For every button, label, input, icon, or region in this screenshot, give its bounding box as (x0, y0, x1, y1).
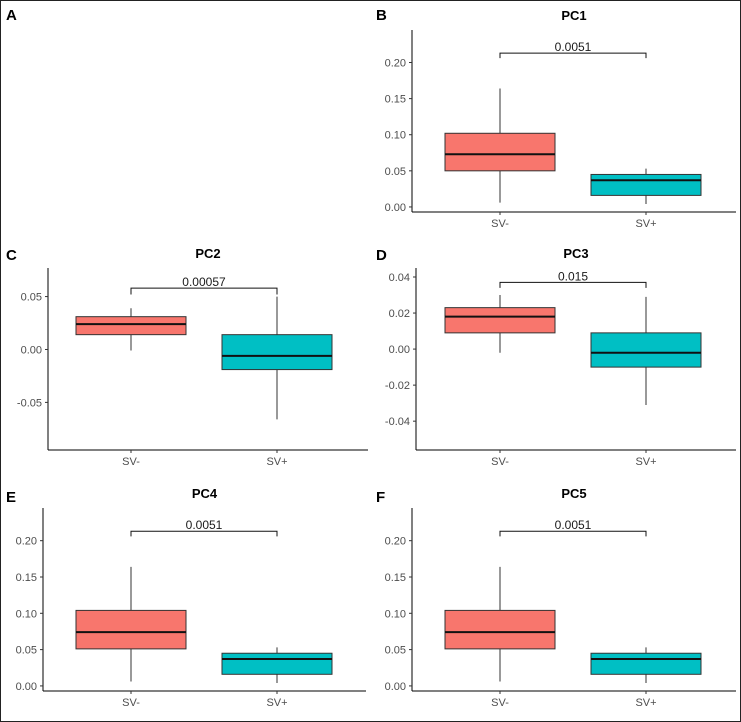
panel-b-xtick-label: SV- (491, 218, 509, 230)
panel-e-letter: E (6, 489, 16, 506)
panel-f-ytick-label: 0.10 (385, 608, 406, 620)
panel-b-xtick-label: SV+ (635, 218, 656, 230)
panel-d-xtick-label: SV- (491, 456, 509, 468)
panel-d-ytick-label: -0.04 (385, 416, 410, 428)
panel-e-xtick-label: SV- (122, 697, 140, 709)
panel-f-significance-bracket (499, 530, 647, 537)
panel-d-title: PC3 (563, 246, 588, 261)
panel-f-ytick-label: 0.00 (385, 681, 406, 693)
panel-e-ytick-label: 0.20 (16, 536, 37, 548)
panel-e-ytick-label: 0.05 (16, 645, 37, 657)
panel-d-letter: D (376, 247, 387, 264)
panel-c-xtick-label: SV+ (266, 456, 287, 468)
panel-c-sv-minus-box (75, 316, 187, 336)
panel-c-ytick-label: 0.00 (21, 344, 42, 356)
panel-d-xtick-label: SV+ (635, 456, 656, 468)
panel-f-title: PC5 (561, 486, 586, 501)
panel-b-ytick-label: 0.15 (385, 94, 406, 106)
panel-c-ytick-label: 0.05 (21, 292, 42, 304)
panel-d-ytick-label: 0.04 (389, 272, 410, 284)
panel-e-ytick-label: 0.15 (16, 572, 37, 584)
panel-b-ytick-label: 0.10 (385, 130, 406, 142)
panel-d-sv-minus-box (444, 307, 556, 334)
panel-d-ytick-label: 0.00 (389, 344, 410, 356)
panel-c-xtick-label: SV- (122, 456, 140, 468)
panel-e-significance-bracket (130, 530, 278, 537)
panel-c-letter: C (6, 247, 17, 264)
panel-c-ytick-label: -0.05 (17, 397, 42, 409)
panel-b-title: PC1 (561, 8, 586, 23)
panel-f-sv-minus-box (444, 609, 556, 650)
panel-e-ytick-label: 0.10 (16, 608, 37, 620)
panel-f-ytick-label: 0.05 (385, 645, 406, 657)
panel-e-ytick-label: 0.00 (16, 681, 37, 693)
panel-c-p-value: 0.00057 (182, 275, 226, 289)
panel-f-sv-plus-box (590, 652, 702, 675)
panel-f-xtick-label: SV- (491, 697, 509, 709)
panel-b-ytick-label: 0.00 (385, 202, 406, 214)
panel-d-ytick-label: 0.02 (389, 308, 410, 320)
panel-f-letter: F (376, 489, 385, 506)
panel-f-ytick-label: 0.20 (385, 536, 406, 548)
panel-d-ytick-label: -0.02 (385, 380, 410, 392)
panel-c-title: PC2 (195, 246, 220, 261)
panel-e-p-value: 0.0051 (186, 518, 223, 532)
panel-e-sv-minus-box (75, 609, 187, 650)
panel-b-significance-bracket (499, 52, 647, 59)
panel-b-letter: B (376, 7, 387, 24)
panel-b-p-value: 0.0051 (555, 40, 592, 54)
panel-b-ytick-label: 0.20 (385, 58, 406, 70)
panel-f-ytick-label: 0.15 (385, 572, 406, 584)
panel-e-sv-plus-box (221, 652, 333, 675)
panel-c-sv-plus-box (221, 334, 333, 371)
panel-f-p-value: 0.0051 (555, 518, 592, 532)
panel-e-title: PC4 (192, 486, 218, 501)
panel-b-sv-minus-box (444, 132, 556, 172)
panel-f-xtick-label: SV+ (635, 697, 656, 709)
panel-a-letter: A (6, 7, 17, 24)
panel-d-sv-plus-box (590, 332, 702, 368)
panel-e-xtick-label: SV+ (266, 697, 287, 709)
panel-b-sv-plus-box (590, 173, 702, 196)
panel-c-significance-bracket (130, 287, 278, 295)
panel-b-ytick-label: 0.05 (385, 166, 406, 178)
panel-d-significance-bracket (499, 281, 647, 288)
panel-d-p-value: 0.015 (558, 269, 588, 283)
